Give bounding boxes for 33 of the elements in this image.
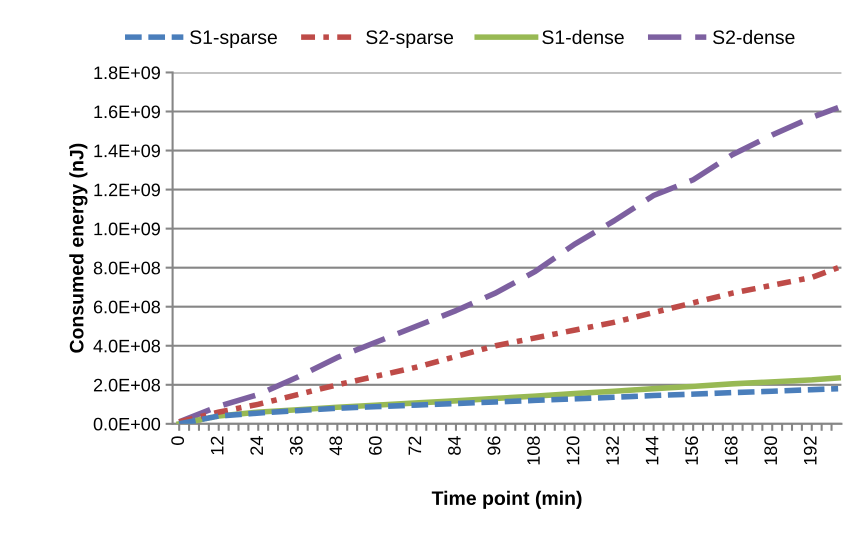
y-tick-label: 1.8E+09 [94, 66, 160, 80]
x-tick-label: 84 [448, 436, 461, 455]
y-tick-label: 2.0E+08 [94, 378, 160, 392]
x-tick-label: 168 [724, 436, 738, 464]
y-tick-label: 1.4E+09 [94, 144, 160, 158]
legend-label: S1-sparse [190, 30, 277, 48]
x-tick-label: 120 [566, 436, 580, 464]
x-tick-label: 108 [527, 436, 540, 464]
x-tick-label: 180 [764, 436, 778, 464]
y-tick-label: 6.0E+08 [94, 300, 160, 314]
x-axis-title: Time point (min) [432, 490, 582, 509]
x-tick-label: 72 [408, 436, 422, 455]
y-tick-label: 1.6E+09 [94, 105, 160, 118]
x-tick-label: 24 [250, 436, 263, 455]
y-axis-title: Consumed energy (nJ) [69, 144, 88, 353]
y-tick-label: 0.0E+00 [94, 418, 160, 431]
x-tick-label: 96 [488, 436, 500, 455]
x-tick-label: 36 [290, 436, 303, 456]
y-tick-label: 8.0E+08 [94, 262, 160, 274]
legend-label: S2-sparse [366, 30, 454, 48]
x-tick-label: 156 [685, 436, 698, 464]
x-tick-label: 60 [368, 436, 382, 455]
x-tick-label: 132 [606, 436, 619, 464]
x-tick-label: 192 [804, 436, 817, 464]
x-tick-label: 12 [210, 436, 224, 454]
x-tick-label: 144 [646, 436, 658, 464]
y-tick-label: 4.0E+08 [93, 340, 160, 352]
legend-label: S2-dense [713, 30, 795, 44]
x-tick-label: 0 [171, 436, 184, 445]
y-tick-label: 1.0E+09 [94, 222, 160, 236]
y-tick-label: 1.2E+09 [94, 184, 160, 196]
x-tick-label: 48 [329, 436, 342, 456]
legend-label: S1-dense [542, 30, 624, 44]
